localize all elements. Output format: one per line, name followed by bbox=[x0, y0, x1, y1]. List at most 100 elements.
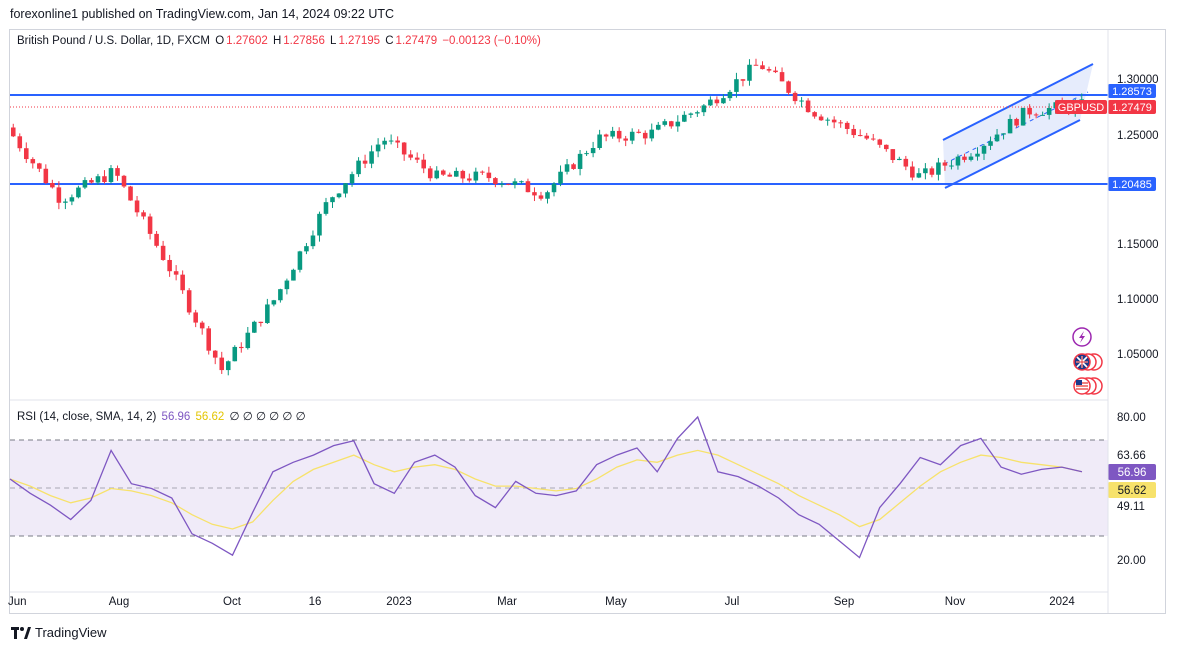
candle-body bbox=[10, 127, 16, 137]
rsi-legend: RSI (14, close, SMA, 14, 2) 56.96 56.62 … bbox=[17, 409, 308, 423]
candle-body bbox=[747, 64, 752, 81]
candle-body bbox=[818, 116, 824, 121]
candle-body bbox=[714, 99, 720, 104]
rsi-value-tag bbox=[1108, 464, 1156, 480]
candle-body bbox=[903, 158, 909, 167]
candle-body bbox=[141, 212, 146, 217]
candle-body bbox=[721, 98, 726, 104]
candle-body bbox=[317, 213, 322, 236]
candle-body bbox=[727, 91, 733, 99]
candle-body bbox=[688, 113, 694, 115]
time-tick: Jun bbox=[8, 596, 27, 608]
candle-body bbox=[375, 144, 381, 152]
candle-body bbox=[792, 92, 798, 102]
candle-body bbox=[577, 153, 583, 169]
candle-body bbox=[258, 321, 264, 324]
candle-body bbox=[734, 79, 739, 92]
candle-body bbox=[623, 138, 628, 141]
candle-body bbox=[610, 130, 615, 137]
candle-body bbox=[343, 183, 348, 194]
close-label: C bbox=[385, 35, 394, 47]
rsi-line bbox=[9, 415, 1083, 559]
candle-body bbox=[929, 168, 935, 175]
candle-body bbox=[890, 149, 896, 161]
candle-body bbox=[278, 289, 283, 301]
candle-body bbox=[467, 178, 472, 181]
candle-body bbox=[1020, 107, 1026, 126]
high-label: H bbox=[272, 35, 282, 47]
candle-body bbox=[336, 193, 342, 198]
rsi-axis[interactable]: 80.00 63.66 49.11 20.00 56.96 56.62 bbox=[1108, 412, 1156, 567]
candle-body bbox=[89, 180, 94, 183]
candle-body bbox=[102, 176, 107, 183]
high-value: 1.27856 bbox=[283, 35, 325, 47]
candle-body bbox=[740, 79, 746, 81]
candle-body bbox=[186, 290, 192, 313]
candle-body bbox=[493, 178, 498, 184]
time-tick: Mar bbox=[497, 596, 517, 608]
tradingview-footer[interactable]: TradingView bbox=[11, 625, 107, 640]
candle-body bbox=[838, 122, 843, 124]
candle-body bbox=[180, 274, 185, 291]
lightning-icon[interactable] bbox=[1072, 327, 1092, 347]
candle-body bbox=[30, 159, 36, 164]
candle-body bbox=[330, 197, 335, 203]
symbol-tag-text: GBPUSD bbox=[1058, 102, 1105, 114]
price-axis[interactable]: 1.30000 1.25000 1.15000 1.10000 1.05000 … bbox=[1055, 74, 1159, 361]
candle-body bbox=[408, 154, 413, 158]
time-tick: Nov bbox=[945, 596, 966, 608]
rsi-legend-sma: 56.62 bbox=[195, 411, 225, 423]
time-tick: May bbox=[605, 596, 627, 608]
channel-upper-line[interactable] bbox=[942, 63, 1094, 141]
candle-body bbox=[193, 312, 198, 323]
candle-body bbox=[382, 140, 387, 145]
candle-body bbox=[82, 180, 88, 188]
candle-body bbox=[395, 140, 400, 143]
candle-body bbox=[480, 171, 485, 173]
candle-body bbox=[682, 114, 687, 122]
candle-body bbox=[17, 136, 23, 149]
candle-body bbox=[584, 153, 589, 155]
candle-body bbox=[271, 300, 277, 305]
candle-body bbox=[95, 176, 101, 183]
candle-body bbox=[512, 181, 518, 185]
candle-body bbox=[649, 129, 655, 139]
channel-mid-line bbox=[943, 91, 1089, 165]
rsi-pane[interactable] bbox=[9, 415, 1108, 559]
candle-body bbox=[356, 160, 361, 175]
candle-body bbox=[655, 124, 661, 130]
open-value: 1.27602 bbox=[226, 35, 268, 47]
candle-body bbox=[414, 157, 420, 160]
candle-body bbox=[558, 171, 563, 184]
rsi-sma-tag bbox=[1108, 482, 1156, 498]
candle-body bbox=[362, 160, 368, 164]
price-tick: 1.25000 bbox=[1117, 130, 1159, 142]
candle-body bbox=[115, 168, 120, 176]
candle-body bbox=[447, 174, 453, 177]
candle-body bbox=[805, 100, 811, 113]
channel-lower-line[interactable] bbox=[944, 119, 1081, 189]
rsi-value-text: 56.96 bbox=[1118, 467, 1147, 479]
candle-body bbox=[870, 138, 876, 140]
gbp-flag-icon[interactable] bbox=[1073, 353, 1103, 371]
candle-body bbox=[799, 100, 804, 102]
candle-body bbox=[1046, 107, 1052, 115]
candle-body bbox=[616, 130, 622, 139]
lower-level-tag bbox=[1108, 177, 1156, 191]
candle-body bbox=[897, 158, 902, 161]
candle-body bbox=[675, 121, 681, 127]
candle-body bbox=[571, 164, 576, 169]
candle-body bbox=[134, 200, 140, 213]
usd-flag-icon[interactable] bbox=[1073, 377, 1103, 395]
time-axis[interactable]: Jun Aug Oct 16 2023 Mar May Jul Sep Nov … bbox=[8, 596, 1075, 608]
symbol-tag bbox=[1055, 100, 1107, 114]
rsi-sma-text: 56.62 bbox=[1118, 485, 1147, 497]
candle-body bbox=[968, 156, 974, 160]
candle-body bbox=[936, 162, 941, 175]
candle-body bbox=[473, 171, 479, 181]
candle-body bbox=[779, 72, 785, 82]
time-tick: Oct bbox=[223, 596, 242, 608]
price-tick: 1.30000 bbox=[1117, 74, 1159, 86]
price-pane[interactable] bbox=[10, 58, 1108, 376]
